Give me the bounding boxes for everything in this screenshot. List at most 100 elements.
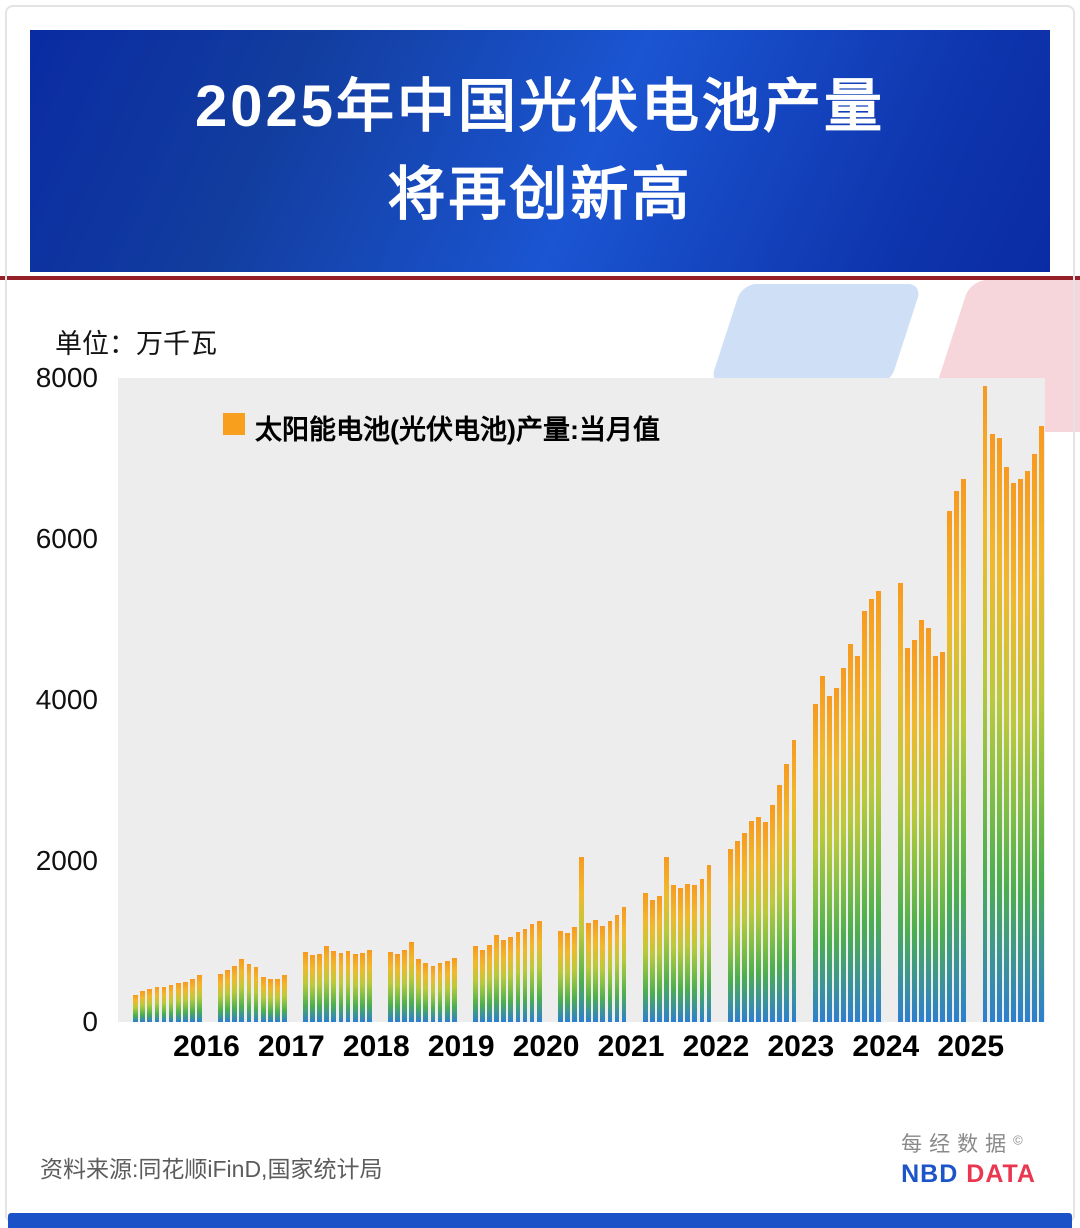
bar bbox=[338, 952, 344, 1022]
month-slot bbox=[387, 378, 394, 1022]
bar bbox=[791, 740, 797, 1022]
month-slot bbox=[741, 378, 748, 1022]
month-slot bbox=[989, 378, 996, 1022]
month-slot bbox=[684, 378, 691, 1022]
bar bbox=[281, 975, 287, 1022]
bar bbox=[947, 510, 953, 1022]
month-slot bbox=[224, 378, 231, 1022]
month-slot bbox=[231, 378, 238, 1022]
month-slot bbox=[564, 378, 571, 1022]
bar bbox=[310, 955, 316, 1022]
month-slot bbox=[330, 378, 337, 1022]
x-axis-year-label: 2023 bbox=[767, 1030, 835, 1063]
bar bbox=[480, 949, 485, 1022]
month-slot bbox=[819, 378, 826, 1022]
month-slot bbox=[755, 378, 762, 1022]
bar bbox=[855, 655, 861, 1022]
bar bbox=[961, 478, 967, 1022]
month-slot bbox=[691, 378, 698, 1022]
month-slot bbox=[260, 378, 267, 1022]
bar bbox=[487, 944, 492, 1022]
bar bbox=[154, 987, 160, 1022]
bar bbox=[607, 921, 613, 1022]
bar bbox=[763, 822, 769, 1022]
plot-area: 太阳能电池(光伏电池)产量:当月值 bbox=[118, 378, 1045, 1022]
month-slot bbox=[748, 378, 755, 1022]
month-slot bbox=[578, 378, 585, 1022]
bar bbox=[246, 964, 252, 1022]
month-slot bbox=[182, 378, 189, 1022]
unit-label: 单位：万千瓦 bbox=[55, 329, 217, 359]
month-slot bbox=[373, 378, 380, 1022]
month-slot bbox=[295, 378, 302, 1022]
month-slot bbox=[1031, 378, 1038, 1022]
y-tick-label: 8000 bbox=[35, 362, 98, 393]
month-slot bbox=[571, 378, 578, 1022]
bar bbox=[557, 931, 563, 1022]
bar bbox=[147, 989, 153, 1022]
bar bbox=[345, 951, 351, 1022]
month-slot bbox=[153, 378, 160, 1022]
bar bbox=[954, 490, 960, 1022]
month-slot bbox=[323, 378, 330, 1022]
bar bbox=[1003, 466, 1009, 1022]
bar bbox=[1032, 454, 1038, 1022]
red-divider bbox=[0, 276, 1080, 280]
month-slot bbox=[472, 378, 479, 1022]
bar bbox=[593, 919, 599, 1022]
month-slot bbox=[1017, 378, 1024, 1022]
bar bbox=[706, 865, 712, 1022]
month-slot bbox=[359, 378, 366, 1022]
month-slot bbox=[380, 378, 387, 1022]
month-slot bbox=[486, 378, 493, 1022]
bar bbox=[657, 896, 662, 1022]
month-slot bbox=[946, 378, 953, 1022]
y-tick-label: 0 bbox=[82, 1006, 98, 1037]
month-slot bbox=[429, 378, 436, 1022]
month-slot bbox=[352, 378, 359, 1022]
month-slot bbox=[798, 378, 805, 1022]
month-slot bbox=[925, 378, 932, 1022]
month-slot bbox=[543, 378, 550, 1022]
month-slot bbox=[663, 378, 670, 1022]
month-slot bbox=[196, 378, 203, 1022]
bottom-blue-bar bbox=[8, 1213, 1072, 1228]
month-slot bbox=[833, 378, 840, 1022]
month-slot bbox=[960, 378, 967, 1022]
bar bbox=[239, 959, 245, 1022]
month-slot bbox=[670, 378, 677, 1022]
bar bbox=[933, 655, 938, 1022]
month-slot bbox=[1024, 378, 1031, 1022]
month-slot bbox=[217, 378, 224, 1022]
bar bbox=[161, 986, 167, 1022]
bar bbox=[515, 931, 521, 1022]
month-slot bbox=[479, 378, 486, 1022]
bar bbox=[366, 950, 372, 1022]
bar bbox=[437, 963, 443, 1022]
month-slot bbox=[649, 378, 656, 1022]
bar bbox=[777, 784, 783, 1022]
month-slot bbox=[720, 378, 727, 1022]
month-slot bbox=[557, 378, 564, 1022]
bar bbox=[826, 695, 832, 1022]
month-slot bbox=[366, 378, 373, 1022]
month-slot bbox=[911, 378, 918, 1022]
bar bbox=[494, 935, 500, 1022]
logo-nbd-text: NBD bbox=[901, 1160, 959, 1188]
month-slot bbox=[939, 378, 946, 1022]
bar bbox=[218, 973, 224, 1022]
month-slot bbox=[790, 378, 797, 1022]
month-slot bbox=[415, 378, 422, 1022]
month-slot bbox=[288, 378, 295, 1022]
month-slot bbox=[281, 378, 288, 1022]
month-slot bbox=[642, 378, 649, 1022]
month-slot bbox=[932, 378, 939, 1022]
bar bbox=[182, 981, 188, 1022]
bar bbox=[834, 687, 839, 1022]
month-slot bbox=[408, 378, 415, 1022]
bar bbox=[770, 804, 776, 1022]
month-slot bbox=[592, 378, 599, 1022]
month-slot bbox=[734, 378, 741, 1022]
month-slot bbox=[918, 378, 925, 1022]
bar bbox=[267, 979, 273, 1022]
